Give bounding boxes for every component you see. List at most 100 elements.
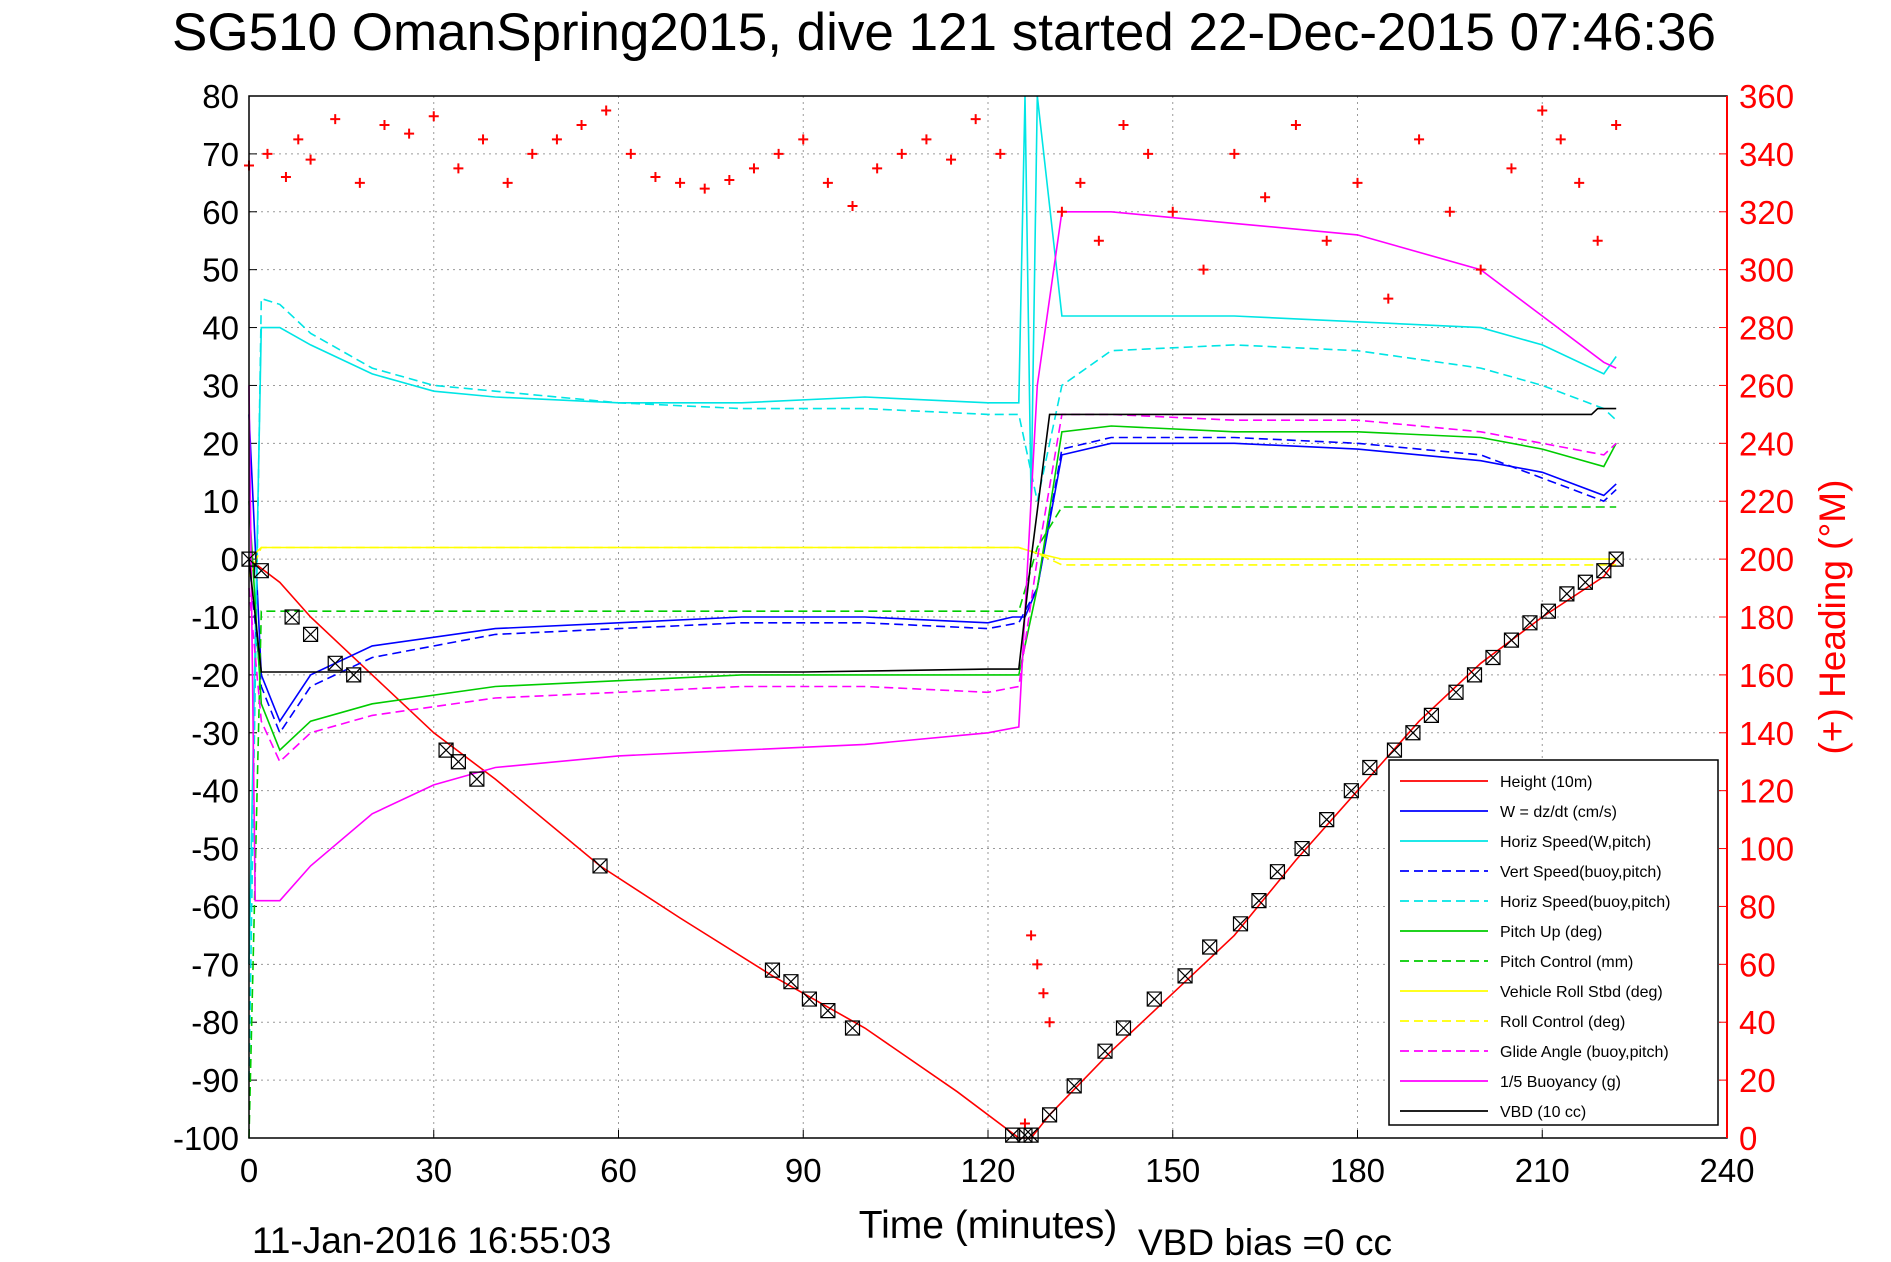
series-line (248, 211, 1617, 902)
sample-marker (1540, 603, 1557, 619)
sample-marker (1405, 725, 1421, 741)
heading-point (262, 148, 273, 159)
series-line (248, 546, 1617, 560)
y-tick-label: 80 (202, 78, 239, 115)
y-right-tick-label: 100 (1739, 831, 1794, 868)
heading-point (1198, 264, 1209, 275)
sample-marker (284, 609, 300, 625)
x-tick-label: 240 (1699, 1152, 1754, 1189)
legend-entry-label: 1/5 Buoyancy (g) (1500, 1074, 1621, 1091)
footer-date: 11-Jan-2016 16:55:03 (252, 1220, 611, 1261)
heading-point (1383, 293, 1394, 304)
y-right-tick-label: 180 (1739, 599, 1794, 636)
heading-point (478, 134, 489, 145)
y-tick-label: 50 (202, 252, 239, 289)
y-right-tick-label: 320 (1739, 194, 1794, 231)
heading-point (1555, 134, 1566, 145)
y-right-tick-label: 340 (1739, 136, 1794, 173)
series-line (248, 506, 1617, 1139)
heading-point (970, 114, 981, 125)
heading-point (1026, 930, 1037, 941)
heading-point (847, 200, 858, 211)
heading-point (1537, 105, 1548, 116)
footer-vbd-bias: VBD bias =0 cc (1138, 1222, 1392, 1262)
heading-point (1352, 177, 1363, 188)
sample-marker (1343, 783, 1359, 799)
sample-marker (346, 667, 362, 683)
x-tick-label: 150 (1145, 1152, 1200, 1189)
x-tick-label: 210 (1515, 1152, 1570, 1189)
series-line (248, 413, 1617, 764)
heading-point (1167, 206, 1178, 217)
series-line (248, 95, 1617, 965)
sample-marker (469, 771, 485, 787)
y-right-tick-label: 0 (1739, 1120, 1757, 1157)
legend-entry-label: VBD (10 cc) (1500, 1104, 1586, 1121)
x-axis-label: Time (minutes) (859, 1204, 1118, 1247)
y-tick-label: -70 (191, 946, 239, 983)
heading-point (1414, 134, 1425, 145)
legend-box (1388, 759, 1719, 1126)
series-line (248, 425, 1617, 752)
x-axis-ticks: 0 30 60 90 120 150 180 210 240 (240, 1130, 1755, 1189)
sample-marker (1448, 684, 1464, 700)
heading-point (625, 148, 636, 159)
heading-point (453, 163, 464, 174)
y-tick-label: 40 (202, 310, 239, 347)
x-tick-label: 30 (415, 1152, 452, 1189)
legend-entry-label: Roll Control (deg) (1500, 1014, 1625, 1031)
heading-point (748, 163, 759, 174)
sample-marker (764, 962, 781, 978)
sample-marker (1202, 939, 1218, 955)
y-tick-label: 60 (202, 194, 239, 231)
heading-point (379, 119, 390, 130)
legend-entry-label: Horiz Speed(buoy,pitch) (1500, 894, 1670, 911)
sample-marker (1294, 840, 1310, 857)
sample-marker (1596, 563, 1612, 579)
heading-point (293, 134, 304, 145)
y-tick-label: -80 (191, 1004, 239, 1041)
heading-point (502, 177, 513, 188)
heading-point (1574, 177, 1585, 188)
sample-marker (844, 1020, 861, 1036)
legend-entry-label: Vehicle Roll Stbd (deg) (1500, 984, 1663, 1001)
y-right-tick-label: 360 (1739, 78, 1794, 115)
sample-marker (1251, 893, 1267, 909)
legend-entry-label: Vert Speed(buoy,pitch) (1500, 864, 1662, 881)
y-tick-label: -30 (191, 715, 239, 752)
x-tick-label: 120 (960, 1152, 1015, 1189)
heading-point (601, 105, 612, 116)
heading-point (1229, 148, 1240, 159)
sample-marker (592, 858, 608, 874)
heading-point (1290, 119, 1301, 130)
heading-point (699, 183, 710, 194)
heading-point (946, 154, 957, 165)
y-tick-label: -50 (191, 831, 239, 868)
sample-marker (820, 1003, 836, 1019)
sample-marker (1423, 707, 1439, 724)
sample-marker (1319, 812, 1335, 828)
heading-point (354, 177, 365, 188)
series-line (248, 546, 1617, 577)
y-tick-label: -100 (173, 1120, 239, 1157)
heading-point (675, 177, 686, 188)
chart-title: SG510 OmanSpring2015, dive 121 started 2… (172, 3, 1716, 62)
y-tick-label: 0 (221, 541, 239, 578)
x-tick-label: 180 (1330, 1152, 1385, 1189)
x-tick-label: 0 (240, 1152, 258, 1189)
y-tick-label: -40 (191, 773, 239, 810)
heading-point (798, 134, 809, 145)
heading-point (1044, 1017, 1055, 1028)
sample-marker (1023, 1127, 1039, 1143)
sample-marker (1608, 551, 1624, 567)
sample-marker (783, 974, 799, 990)
heading-point (1444, 206, 1455, 217)
heading-point (872, 163, 883, 174)
sample-marker (1577, 574, 1593, 590)
sample-marker (1559, 586, 1575, 602)
y-right-tick-label: 300 (1739, 252, 1794, 289)
y-right-tick-label: 80 (1739, 888, 1776, 925)
y-right-tick-label: 140 (1739, 715, 1794, 752)
series-line (248, 436, 1617, 735)
